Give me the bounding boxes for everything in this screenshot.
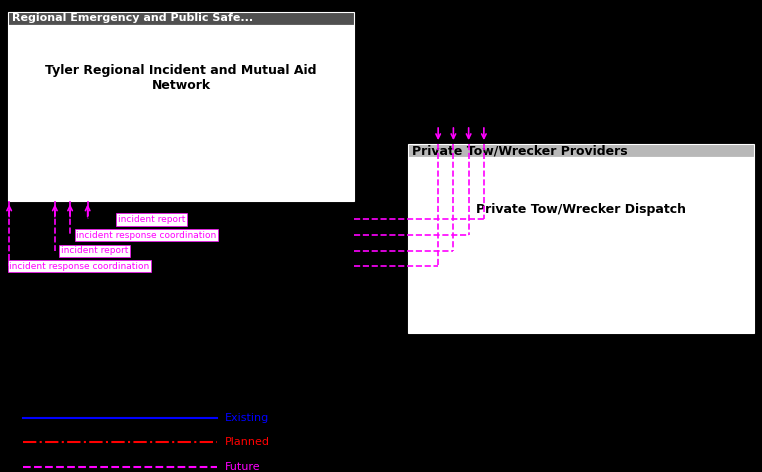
Text: Future: Future xyxy=(225,462,261,472)
Bar xyxy=(408,144,754,157)
Text: incident report: incident report xyxy=(118,215,185,224)
Text: Private Tow/Wrecker Dispatch: Private Tow/Wrecker Dispatch xyxy=(476,203,686,216)
Text: incident report: incident report xyxy=(61,246,128,255)
Text: Tyler Regional Incident and Mutual Aid
Network: Tyler Regional Incident and Mutual Aid N… xyxy=(45,64,317,92)
Text: Existing: Existing xyxy=(225,413,269,423)
Bar xyxy=(8,12,354,25)
Text: Regional Emergency and Public Safe...: Regional Emergency and Public Safe... xyxy=(12,13,253,24)
Bar xyxy=(408,157,754,333)
Text: Planned: Planned xyxy=(225,437,270,447)
Text: incident response coordination: incident response coordination xyxy=(9,261,149,271)
Text: incident response coordination: incident response coordination xyxy=(76,230,216,240)
Bar xyxy=(8,25,354,201)
Text: Private Tow/Wrecker Providers: Private Tow/Wrecker Providers xyxy=(412,144,628,157)
